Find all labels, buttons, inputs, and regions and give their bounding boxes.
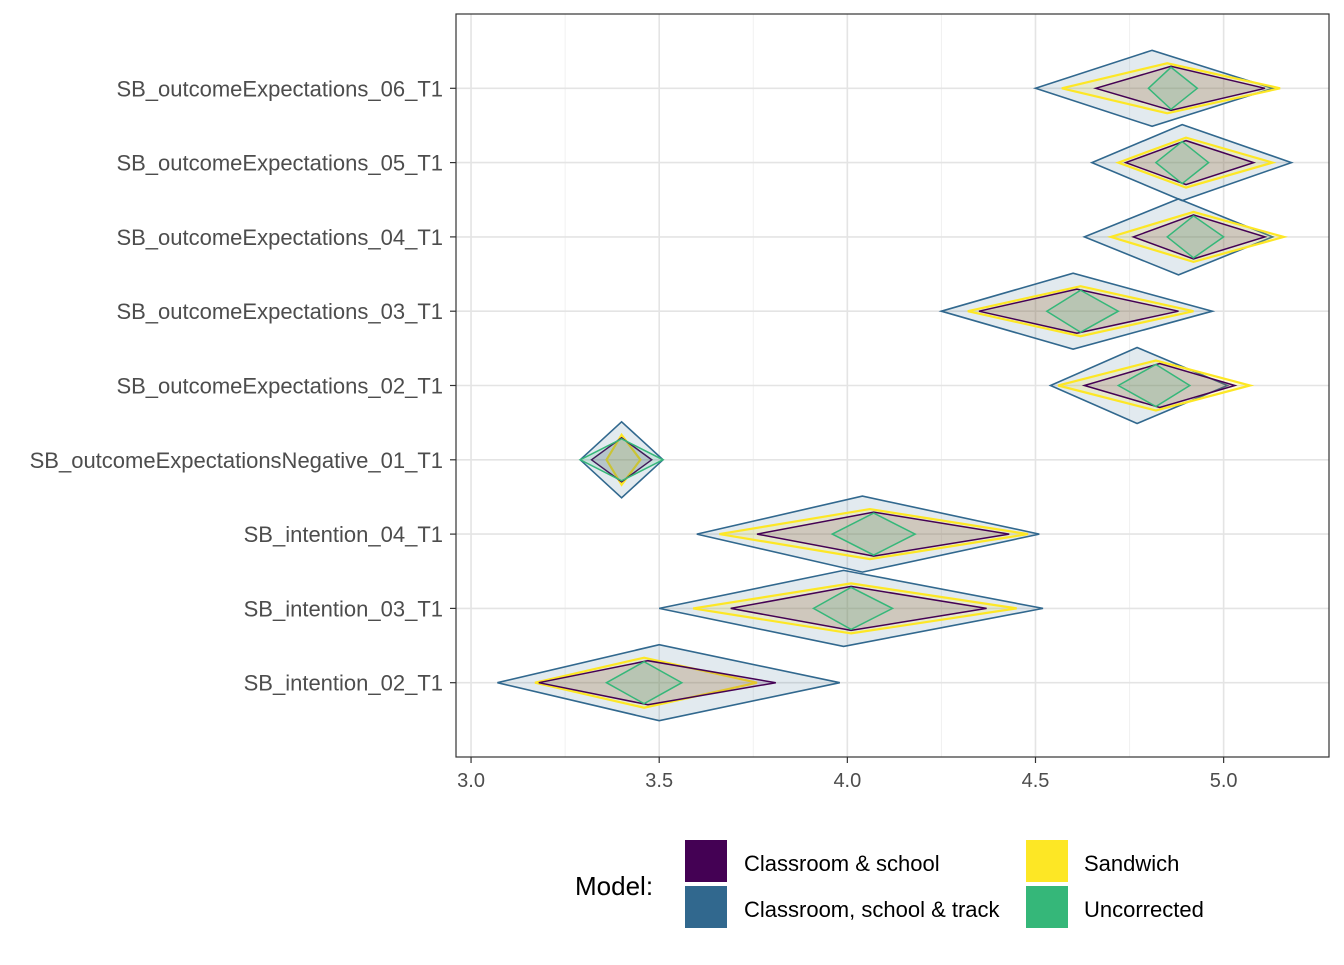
diamond-mark — [967, 285, 1194, 338]
diamond-mark — [1061, 62, 1281, 115]
y-tick-label: SB_intention_03_T1 — [244, 596, 443, 621]
y-tick-label: SB_outcomeExpectations_03_T1 — [116, 299, 443, 324]
y-tick-label: SB_intention_02_T1 — [244, 671, 443, 696]
diamond-mark — [534, 656, 758, 709]
diamond-mark — [604, 660, 684, 705]
diamond-mark — [830, 512, 917, 556]
x-tick-label: 3.5 — [645, 770, 673, 792]
x-tick-label: 4.5 — [1022, 770, 1050, 792]
diamond-mark — [978, 288, 1179, 334]
diamond-mark — [1048, 346, 1230, 425]
legend-key — [1026, 840, 1068, 882]
legend-label: Classroom, school & track — [744, 897, 1001, 922]
diamond-mark — [538, 659, 776, 706]
diamond-mark — [497, 643, 840, 722]
diamond-mark — [696, 495, 1040, 573]
diamond-mark — [692, 582, 1017, 635]
diamond-mark — [730, 585, 987, 632]
series-sandwich — [534, 62, 1288, 709]
x-tick-label: 5.0 — [1210, 770, 1238, 792]
diamond-mark — [1106, 210, 1288, 264]
legend-label: Classroom & school — [744, 851, 940, 876]
diamond-mark — [938, 272, 1216, 351]
series-classroom-school-track — [497, 49, 1294, 722]
diamond-mark — [1081, 362, 1238, 409]
y-tick-label: SB_outcomeExpectations_05_T1 — [116, 151, 443, 176]
y-tick-label: SB_outcomeExpectations_04_T1 — [116, 225, 443, 250]
legend-key — [1026, 886, 1068, 928]
diamond-mark — [659, 569, 1044, 648]
diamond-mark — [1116, 363, 1192, 408]
legend: Model: Classroom & school Classroom, schoo… — [575, 840, 1204, 928]
legend-title: Model: — [575, 871, 653, 901]
diamond-mark — [1147, 66, 1199, 111]
diamond-mark — [1165, 214, 1225, 259]
diamond-mark — [605, 432, 642, 487]
diamond-mark — [1082, 198, 1275, 276]
legend-label: Sandwich — [1084, 851, 1179, 876]
marks-layer — [497, 49, 1294, 722]
series-uncorrected — [578, 66, 1225, 705]
grid-layer — [456, 14, 1329, 757]
diamond-mark — [590, 436, 653, 483]
y-tick-label: SB_outcomeExpectations_06_T1 — [116, 76, 443, 101]
legend-key — [685, 840, 727, 882]
diamond-mark — [1032, 49, 1276, 128]
diamond-mark — [756, 511, 1010, 557]
y-axis: SB_outcomeExpectations_06_T1 SB_outcomeEx… — [30, 76, 456, 696]
legend-key — [685, 886, 727, 928]
x-axis: 3.0 3.5 4.0 4.5 5.0 — [457, 757, 1238, 792]
diamond-mark — [1045, 289, 1120, 334]
diamond-mark — [578, 437, 665, 482]
diamond-mark — [811, 586, 895, 631]
y-tick-label: SB_intention_04_T1 — [244, 522, 443, 547]
diamond-mark — [719, 507, 1029, 561]
x-tick-label: 4.0 — [833, 770, 861, 792]
y-tick-label: SB_outcomeExpectations_02_T1 — [116, 374, 443, 399]
series-classroom-school — [538, 65, 1268, 706]
diamond-mark — [1089, 123, 1294, 202]
diamond-mark — [1131, 214, 1268, 260]
legend-label: Uncorrected — [1084, 897, 1204, 922]
y-tick-label: SB_outcomeExpectationsNegative_01_T1 — [30, 448, 443, 473]
x-tick-label: 3.0 — [457, 770, 485, 792]
diamond-mark — [1123, 139, 1257, 186]
diamond-mark — [1115, 136, 1277, 189]
diamond-mark — [1057, 359, 1255, 412]
diamond-mark — [1093, 65, 1266, 112]
diamond-mark — [1154, 140, 1210, 185]
